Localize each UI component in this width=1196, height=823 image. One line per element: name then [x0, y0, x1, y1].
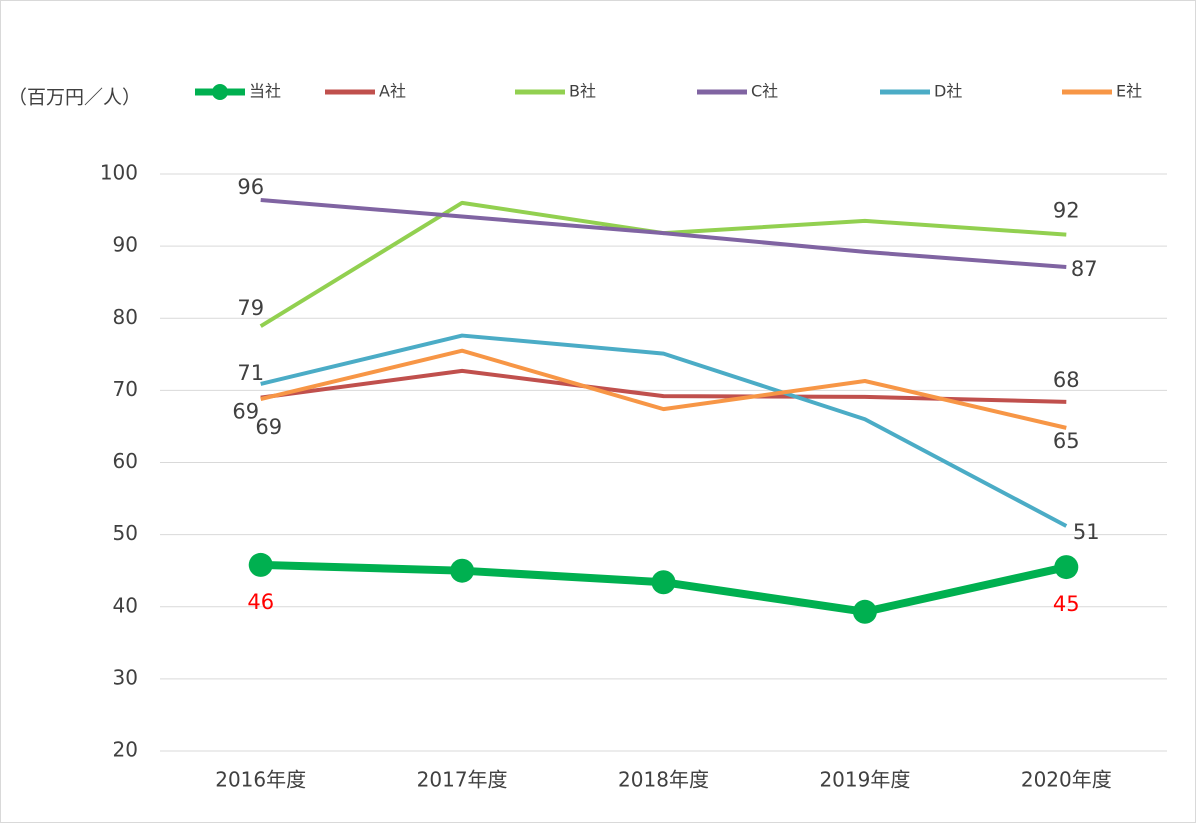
legend-label: B社 [569, 82, 596, 101]
point-marker [852, 599, 877, 624]
y-tick-label: 50 [113, 521, 138, 545]
y-tick-label: 30 [113, 665, 138, 689]
data-label: 69 [232, 400, 259, 424]
x-tick-label: 2019年度 [819, 768, 910, 792]
y-tick-label: 40 [113, 593, 138, 617]
series-line [260, 197, 1067, 270]
y-tick-label: 20 [113, 738, 138, 762]
legend-label: 当社 [249, 82, 281, 101]
x-tick-label: 2020年度 [1021, 768, 1112, 792]
data-label: 68 [1053, 368, 1080, 392]
y-tick-label: 90 [113, 233, 138, 257]
data-label: 51 [1073, 520, 1100, 544]
series-line [260, 348, 1067, 430]
point-marker [450, 558, 475, 583]
y-tick-label: 60 [113, 449, 138, 473]
data-label: 45 [1053, 592, 1080, 616]
data-label: 71 [237, 361, 264, 385]
point-marker [651, 570, 676, 595]
x-tick-label: 2018年度 [618, 768, 709, 792]
point-marker [1054, 555, 1079, 580]
y-tick-label: 80 [113, 305, 138, 329]
data-label: 87 [1071, 257, 1098, 281]
legend-marker [212, 84, 228, 100]
legend-label: A社 [379, 82, 406, 101]
point-marker [248, 552, 273, 577]
y-tick-label: 100 [100, 161, 138, 185]
y-unit-label: （百万円／人） [8, 87, 141, 109]
y-tick-label: 70 [113, 377, 138, 401]
data-label: 46 [247, 590, 274, 614]
data-label: 79 [237, 296, 264, 320]
x-tick-label: 2016年度 [215, 768, 306, 792]
series-line [260, 333, 1068, 528]
legend-label: D社 [934, 82, 962, 101]
x-tick-label: 2017年度 [417, 768, 508, 792]
data-label: 65 [1053, 429, 1080, 453]
legend-label: E社 [1116, 82, 1142, 101]
data-label: 96 [237, 175, 264, 199]
data-label: 69 [255, 415, 282, 439]
legend-label: C社 [751, 82, 778, 101]
data-label: 92 [1053, 199, 1080, 223]
